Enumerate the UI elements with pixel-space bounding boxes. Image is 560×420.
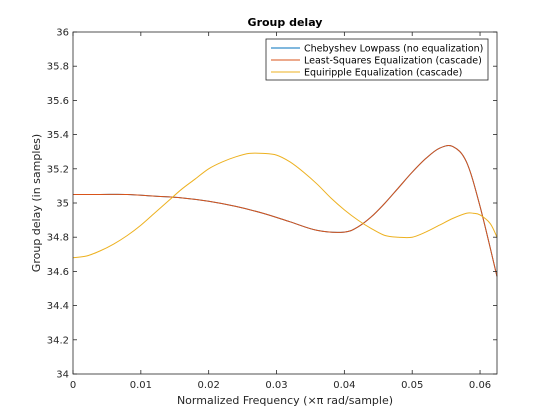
legend-label: Equiripple Equalization (cascade): [304, 68, 462, 79]
x-tick-label: 0: [70, 380, 76, 391]
plot-area[interactable]: [73, 32, 497, 374]
series-line-least-squares[interactable]: [72, 145, 498, 277]
legend-entry-chebyshev[interactable]: Chebyshev Lowpass (no equalization): [271, 44, 483, 55]
series-layer: [72, 145, 498, 277]
series-line-equiripple[interactable]: [72, 152, 498, 259]
y-tick-label: 35: [56, 199, 69, 210]
legend[interactable]: Chebyshev Lowpass (no equalization)Least…: [265, 38, 489, 81]
x-tick-label: 0.02: [198, 380, 220, 391]
x-axis-label: Normalized Frequency (×π rad/sample): [177, 394, 393, 407]
y-tick-label: 35.8: [47, 62, 69, 73]
y-tick-label: 34.2: [47, 335, 69, 346]
chart-title: Group delay: [248, 16, 323, 29]
legend-label: Chebyshev Lowpass (no equalization): [304, 44, 483, 55]
legend-entry-least-squares[interactable]: Least-Squares Equalization (cascade): [271, 56, 482, 67]
y-tick-label: 36: [56, 28, 69, 39]
legend-label: Least-Squares Equalization (cascade): [304, 56, 482, 67]
y-tick-label: 35.4: [47, 130, 69, 141]
y-tick-label: 34: [56, 370, 69, 381]
y-axis-label: Group delay (in samples): [30, 134, 43, 272]
x-tick-label: 0.03: [265, 380, 287, 391]
x-tick-label: 0.04: [333, 380, 355, 391]
y-tick-label: 35.2: [47, 164, 69, 175]
x-tick-label: 0.05: [401, 380, 423, 391]
y-tick-label: 35.6: [47, 96, 69, 107]
legend-box: [265, 38, 489, 81]
y-tick-label: 34.8: [47, 233, 69, 244]
x-tick-label: 0.01: [130, 380, 152, 391]
y-tick-label: 34.4: [47, 301, 69, 312]
axes-layer: 0 0.01 0.02 0.03 0.04 0.05 0.06 34 34.2 34.4 34.6 3…: [47, 28, 498, 391]
y-tick-label: 34.6: [47, 267, 69, 278]
legend-entry-equiripple[interactable]: Equiripple Equalization (cascade): [271, 68, 462, 79]
x-tick-label: 0.06: [469, 380, 491, 391]
